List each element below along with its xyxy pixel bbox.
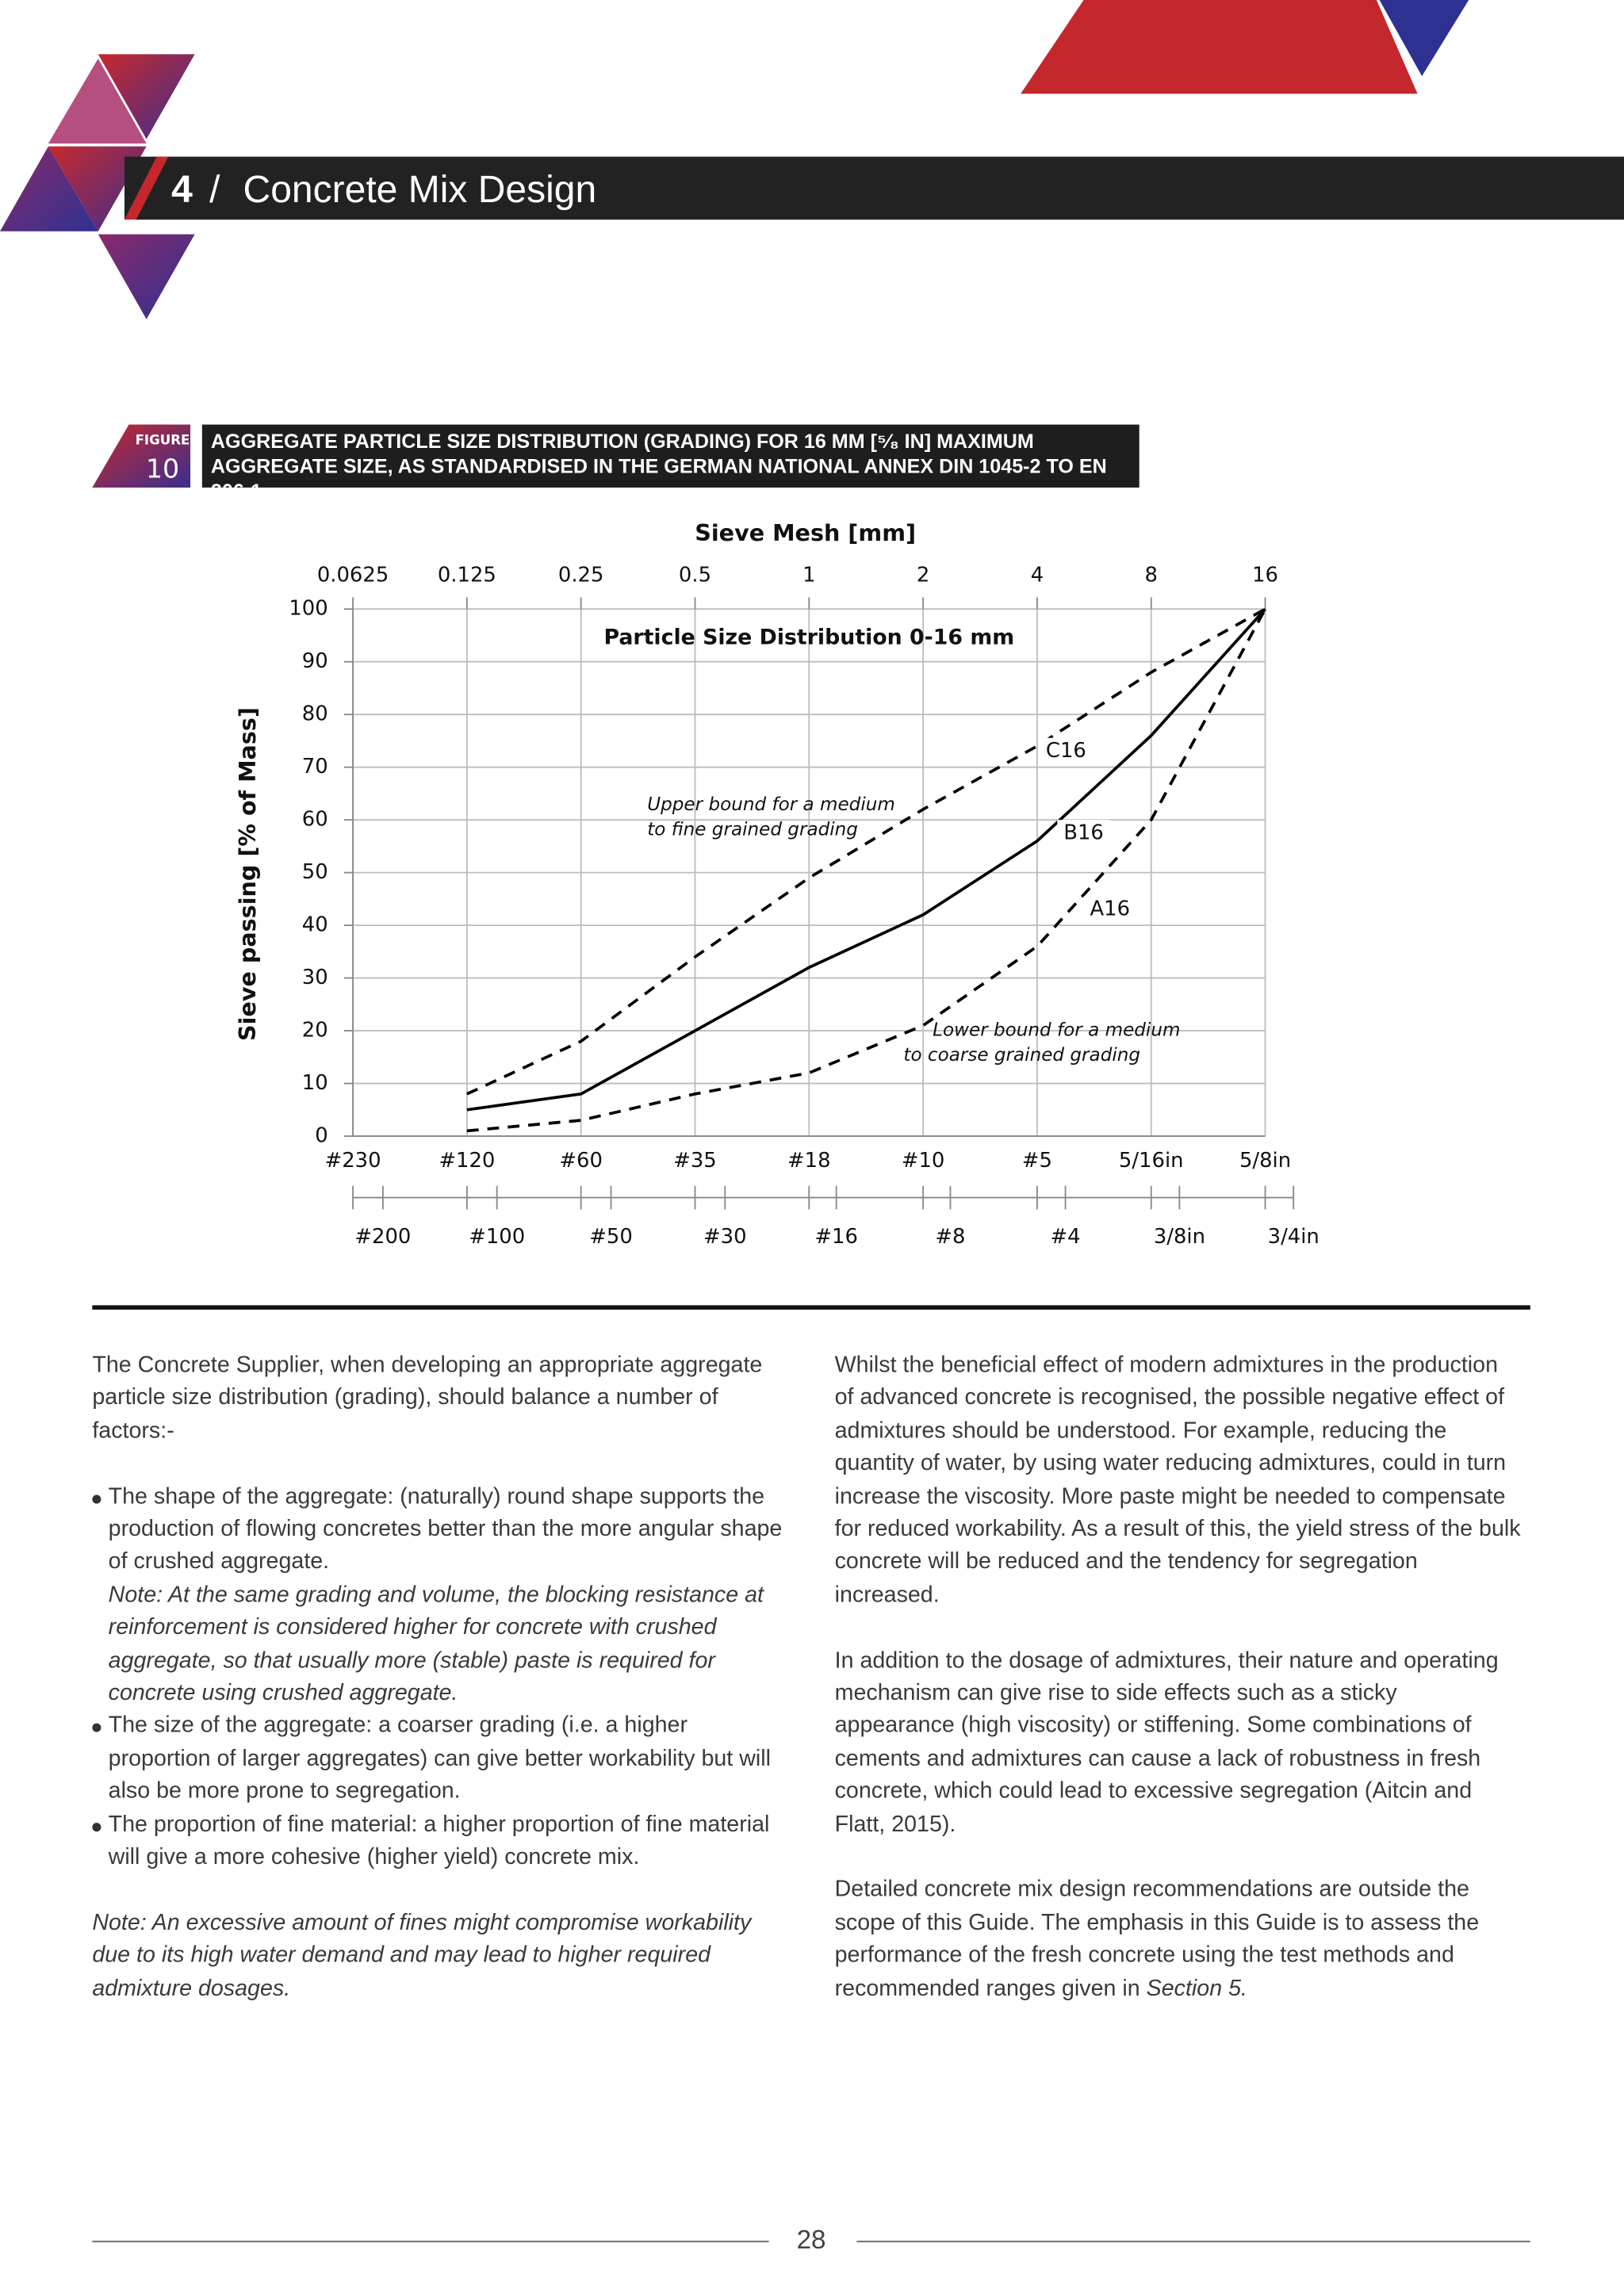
header-stripe: [124, 156, 169, 220]
bullet: The shape of the aggregate: (naturally) …: [92, 1481, 792, 1711]
annotation: Upper bound for a medium: [647, 794, 895, 815]
section-ref: Section 5.: [1146, 1976, 1247, 2001]
sieve-label: #16: [814, 1225, 858, 1249]
y-tick-label: 0: [315, 1124, 327, 1148]
bullet: The proportion of fine material: a highe…: [92, 1809, 792, 1875]
x-tick-label: 0.125: [438, 563, 496, 587]
left-column: The Concrete Supplier, when developing a…: [92, 1350, 792, 2039]
x-tick-label: 1: [802, 563, 815, 587]
sieve-label: #5: [1022, 1149, 1052, 1173]
decor-triangle: [48, 146, 147, 232]
sieve-label: #200: [354, 1225, 411, 1249]
annotation: to coarse grained grading: [903, 1045, 1140, 1066]
decor-shape: [1021, 0, 1418, 94]
chart: 0 10 20 30 40 50 60 70 80 90 100 0.0625 0.125 0.25 0.5…: [234, 519, 1320, 1249]
header-separator: /: [209, 166, 220, 211]
sieve-label: 3/8in: [1154, 1225, 1205, 1249]
paragraph-text: Detailed concrete mix design recommendat…: [834, 1877, 1480, 2001]
sieve-label: #30: [703, 1225, 747, 1249]
series-line: [466, 607, 1266, 1112]
figure-label: FIGURE: [136, 432, 190, 447]
y-tick-label: 30: [302, 966, 328, 989]
sieve-label: 5/8in: [1239, 1149, 1291, 1173]
y-axis-label: Sieve passing [% of Mass]: [234, 707, 261, 1041]
bullet-text: The size of the aggregate: a coarser gra…: [108, 1713, 771, 1804]
annotation: Lower bound for a medium: [933, 1020, 1180, 1041]
figure-badge: [92, 424, 191, 488]
figure-caption: AGGREGATE PARTICLE SIZE DISTRIBUTION (GR…: [201, 424, 1139, 502]
header-title: Concrete Mix Design: [243, 166, 597, 211]
y-tick-label: 60: [302, 808, 328, 832]
sieve-label: #4: [1051, 1225, 1081, 1249]
x-tick-label: 2: [917, 563, 929, 587]
y-tick-label: 40: [302, 913, 328, 937]
chart-title: Particle Size Distribution 0-16 mm: [603, 626, 1014, 650]
sieve-label: #60: [559, 1149, 603, 1173]
figure-number: 10: [146, 453, 179, 484]
x-tick-label: 0.0625: [317, 563, 389, 587]
series-label: B16: [1063, 821, 1104, 844]
x-tick-label: 0.5: [679, 563, 711, 587]
bullet: The size of the aggregate: a coarser gra…: [92, 1711, 792, 1809]
sieve-label: #35: [673, 1149, 717, 1173]
label-bg: [1057, 820, 1110, 847]
series-label: A16: [1090, 897, 1131, 920]
paragraph: In addition to the dosage of admixtures,…: [834, 1647, 1499, 1838]
decor-triangle: [98, 54, 195, 140]
y-tick-label: 50: [302, 860, 328, 884]
sieve-label: 3/4in: [1268, 1225, 1320, 1249]
annotation: to fine grained grading: [647, 820, 858, 840]
y-tick-label: 20: [302, 1019, 328, 1043]
page-number: 28: [797, 2225, 826, 2255]
bullet-list: The shape of the aggregate: (naturally) …: [92, 1481, 792, 1875]
x-axis-label: Sieve Mesh [mm]: [695, 519, 916, 546]
right-column: Whilst the beneficial effect of modern a…: [835, 1350, 1523, 2039]
paragraph: Detailed concrete mix design recommendat…: [835, 1875, 1523, 2007]
sieve-label: #230: [325, 1149, 381, 1173]
sieve-label: #8: [935, 1225, 965, 1249]
sieve-label: 5/16in: [1119, 1149, 1184, 1173]
series-label: C16: [1046, 739, 1086, 763]
bullet-text: The proportion of fine material: a highe…: [108, 1812, 770, 1870]
x-tick-label: 16: [1252, 563, 1278, 587]
sieve-label: #100: [469, 1225, 525, 1249]
y-tick-label: 80: [302, 702, 328, 726]
sieve-label: #120: [439, 1149, 495, 1173]
paragraph: Whilst the beneficial effect of modern a…: [834, 1353, 1521, 1608]
bullet-text: The shape of the aggregate: (naturally) …: [108, 1483, 783, 1575]
series-line: [466, 608, 1267, 1133]
sieve-label: #50: [589, 1225, 633, 1249]
y-tick-label: 10: [302, 1071, 328, 1095]
x-tick-label: 4: [1031, 563, 1044, 587]
note: Note: An excessive amount of fines might…: [92, 1910, 752, 2001]
decor-triangle: [48, 58, 147, 144]
y-tick-label: 70: [302, 755, 328, 779]
chapter-number: 4: [171, 166, 193, 211]
x-tick-label: 0.25: [558, 563, 604, 587]
paragraph: The Concrete Supplier, when developing a…: [92, 1353, 763, 1444]
y-tick-label: 90: [302, 649, 328, 673]
sieve-label: #18: [787, 1149, 831, 1173]
bullet-note: Note: At the same grading and volume, th…: [108, 1582, 764, 1706]
decor-triangle: [1379, 0, 1469, 77]
y-tick-label: 100: [289, 597, 327, 621]
series-line: [466, 607, 1266, 1096]
header-bar: [124, 156, 1624, 220]
decor-triangle: [0, 146, 98, 232]
x-tick-label: 8: [1145, 563, 1158, 587]
label-bg: [1083, 896, 1137, 923]
sieve-label: #10: [902, 1149, 945, 1173]
label-bg: [1040, 737, 1093, 764]
decor-triangle: [98, 234, 195, 320]
